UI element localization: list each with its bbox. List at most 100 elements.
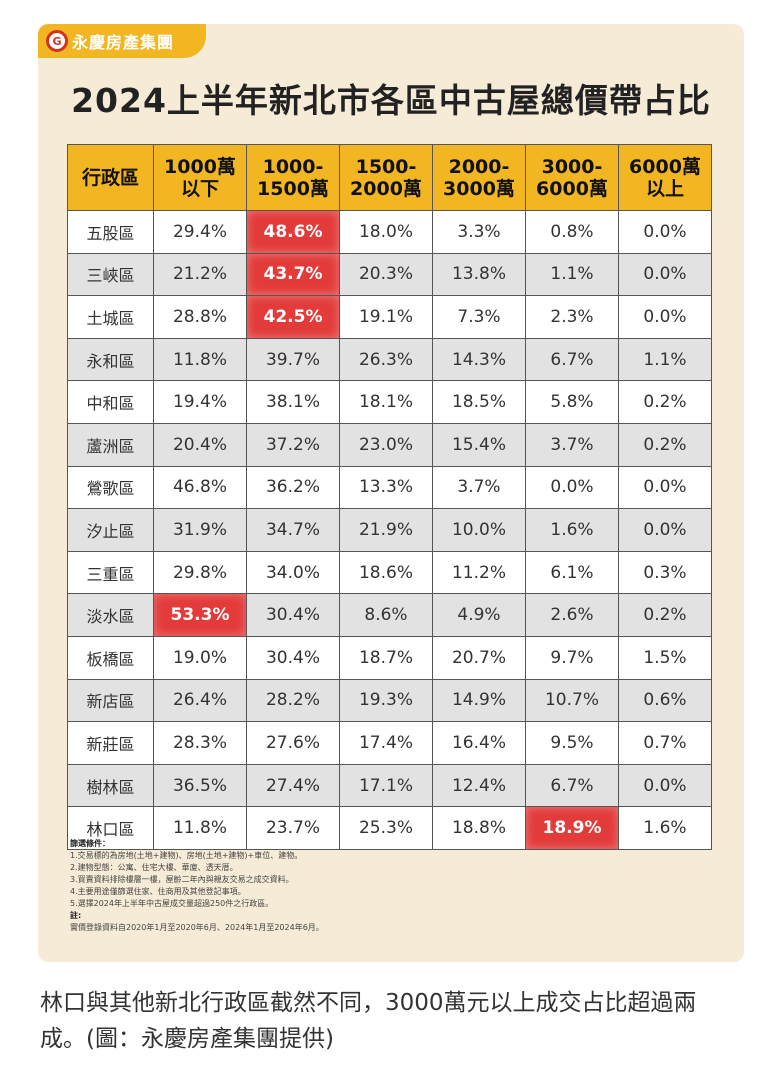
value-cell: 0.3% [618, 550, 712, 595]
table-row: 五股區 29.4% 48.6% 18.0% 3.3% 0.8% 0.0% [67, 210, 712, 254]
value-cell: 11.8% [153, 337, 247, 382]
district-cell: 土城區 [67, 295, 154, 339]
district-cell: 新莊區 [67, 721, 154, 765]
value-cell: 6.1% [525, 550, 619, 595]
header-line: 6000萬 [536, 177, 608, 200]
district-cell: 鶯歌區 [67, 465, 154, 510]
value-cell: 17.4% [339, 721, 433, 765]
table-row: 三峽區 21.2% 43.7% 20.3% 13.8% 1.1% 0.0% [67, 252, 712, 297]
value-cell: 5.8% [525, 380, 619, 424]
price-band-table: 行政區 1000萬 以下 1000- 1500萬 1500- 2000萬 2000- 3000萬… [67, 144, 712, 850]
value-cell: 31.9% [153, 508, 247, 552]
district-cell: 林口區 [67, 806, 154, 850]
column-header-band: 1000- 1500萬 [246, 144, 340, 211]
value-cell: 6.7% [525, 763, 619, 808]
table-row: 三重區 29.8% 34.0% 18.6% 11.2% 6.1% 0.3% [67, 550, 712, 595]
filter-item: 5.選擇2024年上半年中古屋成交量超過250件之行政區。 [70, 899, 274, 908]
value-cell: 29.4% [153, 210, 247, 254]
district-cell: 中和區 [67, 380, 154, 424]
value-cell: 17.1% [339, 763, 433, 808]
value-cell: 30.4% [246, 593, 340, 637]
value-cell: 26.3% [339, 337, 433, 382]
column-header-band: 1000萬 以下 [153, 144, 247, 211]
highlighted-value-cell: 53.3% [153, 593, 247, 637]
value-cell: 0.0% [618, 465, 712, 510]
value-cell: 23.7% [246, 806, 340, 850]
value-cell: 28.2% [246, 678, 340, 723]
brand-logo-icon: G [46, 30, 68, 52]
column-header-band: 1500- 2000萬 [339, 144, 433, 211]
table-row: 新店區 26.4% 28.2% 19.3% 14.9% 10.7% 0.6% [67, 678, 712, 723]
article-caption: 林口與其他新北行政區截然不同，3000萬元以上成交占比超過兩成。(圖：永慶房產集… [40, 990, 697, 1052]
value-cell: 1.1% [525, 252, 619, 297]
value-cell: 25.3% [339, 806, 433, 850]
district-cell: 三重區 [67, 550, 154, 595]
table-row: 樹林區 36.5% 27.4% 17.1% 12.4% 6.7% 0.0% [67, 763, 712, 808]
value-cell: 21.2% [153, 252, 247, 297]
value-cell: 16.4% [432, 721, 526, 765]
column-header-district: 行政區 [67, 144, 154, 211]
value-cell: 14.9% [432, 678, 526, 723]
value-cell: 34.7% [246, 508, 340, 552]
value-cell: 18.8% [432, 806, 526, 850]
value-cell: 20.7% [432, 635, 526, 680]
table-row: 永和區 11.8% 39.7% 26.3% 14.3% 6.7% 1.1% [67, 337, 712, 382]
header-line: 1000- [262, 155, 324, 178]
value-cell: 18.0% [339, 210, 433, 254]
value-cell: 27.4% [246, 763, 340, 808]
header-line: 1000萬 [164, 155, 236, 178]
district-cell: 板橋區 [67, 635, 154, 680]
column-header-band: 2000- 3000萬 [432, 144, 526, 211]
value-cell: 20.4% [153, 422, 247, 467]
value-cell: 8.6% [339, 593, 433, 637]
value-cell: 19.1% [339, 295, 433, 339]
value-cell: 0.2% [618, 422, 712, 467]
value-cell: 9.5% [525, 721, 619, 765]
table-row: 板橋區 19.0% 30.4% 18.7% 20.7% 9.7% 1.5% [67, 635, 712, 680]
district-cell: 汐止區 [67, 508, 154, 552]
district-cell: 淡水區 [67, 593, 154, 637]
value-cell: 0.2% [618, 593, 712, 637]
value-cell: 0.8% [525, 210, 619, 254]
value-cell: 0.0% [618, 295, 712, 339]
value-cell: 39.7% [246, 337, 340, 382]
value-cell: 2.6% [525, 593, 619, 637]
infographic-card: G 永慶房產集團 2024上半年新北市各區中古屋總價帶占比 行政區 1000萬 以下… [38, 24, 744, 962]
table-row: 蘆洲區 20.4% 37.2% 23.0% 15.4% 3.7% 0.2% [67, 422, 712, 467]
notes-section: 篩選條件： 1.交易標的為房地(土地+建物)、房地(土地+建物)+車位、建物。 … [70, 838, 710, 934]
value-cell: 3.3% [432, 210, 526, 254]
district-cell: 樹林區 [67, 763, 154, 808]
value-cell: 1.1% [618, 337, 712, 382]
value-cell: 0.0% [618, 210, 712, 254]
value-cell: 7.3% [432, 295, 526, 339]
value-cell: 0.0% [618, 763, 712, 808]
value-cell: 30.4% [246, 635, 340, 680]
value-cell: 18.5% [432, 380, 526, 424]
value-cell: 21.9% [339, 508, 433, 552]
value-cell: 4.9% [432, 593, 526, 637]
value-cell: 28.8% [153, 295, 247, 339]
header-line: 2000- [448, 155, 510, 178]
header-line: 以下 [180, 177, 219, 200]
brand-name: 永慶房產集團 [72, 33, 175, 52]
brand-tab: G 永慶房產集團 [38, 24, 206, 58]
table-row: 汐止區 31.9% 34.7% 21.9% 10.0% 1.6% 0.0% [67, 508, 712, 552]
value-cell: 6.7% [525, 337, 619, 382]
value-cell: 27.6% [246, 721, 340, 765]
value-cell: 10.7% [525, 678, 619, 723]
value-cell: 1.5% [618, 635, 712, 680]
value-cell: 14.3% [432, 337, 526, 382]
value-cell: 36.5% [153, 763, 247, 808]
value-cell: 13.3% [339, 465, 433, 510]
value-cell: 37.2% [246, 422, 340, 467]
value-cell: 2.3% [525, 295, 619, 339]
value-cell: 23.0% [339, 422, 433, 467]
value-cell: 3.7% [525, 422, 619, 467]
header-line: 3000萬 [443, 177, 515, 200]
column-header-band: 3000- 6000萬 [525, 144, 619, 211]
table-row: 淡水區 53.3% 30.4% 8.6% 4.9% 2.6% 0.2% [67, 593, 712, 637]
table-row: 中和區 19.4% 38.1% 18.1% 18.5% 5.8% 0.2% [67, 380, 712, 424]
value-cell: 12.4% [432, 763, 526, 808]
value-cell: 18.1% [339, 380, 433, 424]
value-cell: 19.4% [153, 380, 247, 424]
